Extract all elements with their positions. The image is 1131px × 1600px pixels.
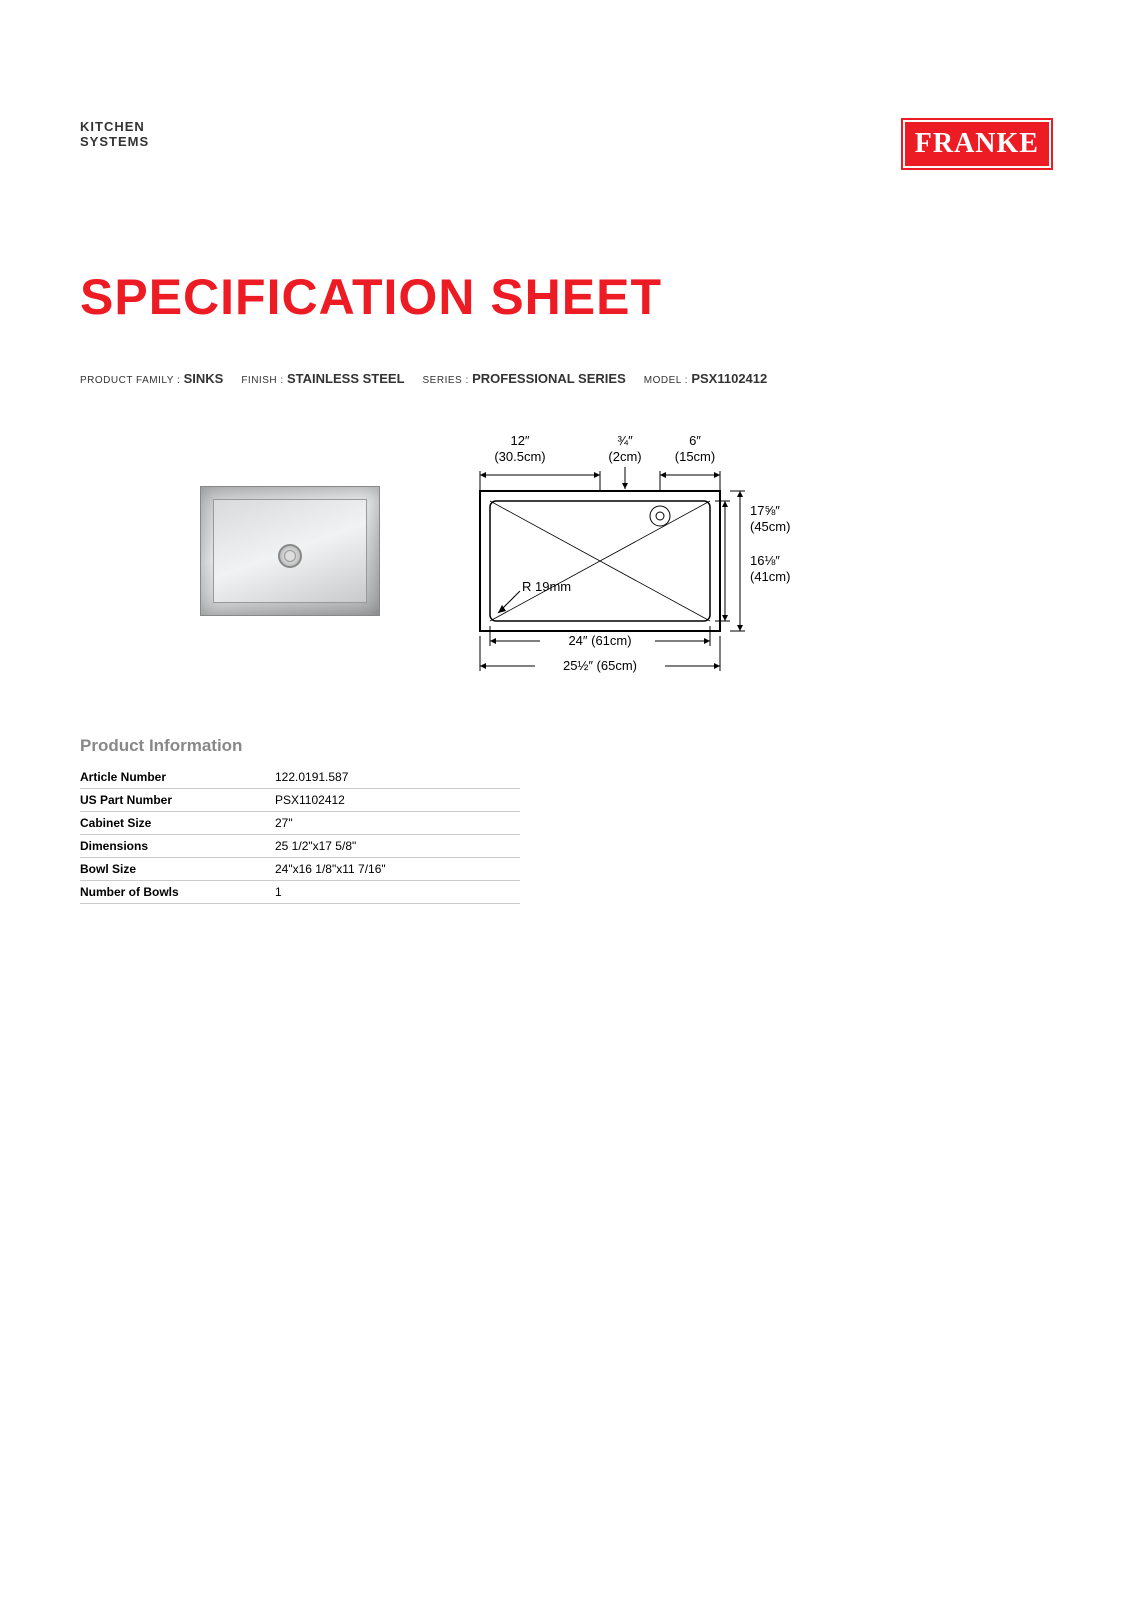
dim-top3-cm: (15cm) bbox=[675, 449, 715, 464]
meta-model: MODEL : PSX1102412 bbox=[644, 371, 768, 386]
table-row: Number of Bowls1 bbox=[80, 881, 520, 904]
dim-top2-cm: (2cm) bbox=[608, 449, 641, 464]
info-value: 1 bbox=[275, 881, 520, 904]
info-value: 122.0191.587 bbox=[275, 766, 520, 789]
info-value: PSX1102412 bbox=[275, 789, 520, 812]
page-title: SPECIFICATION SHEET bbox=[80, 268, 1051, 326]
info-label: US Part Number bbox=[80, 789, 275, 812]
dim-bottom2: 25½″ (65cm) bbox=[563, 658, 637, 673]
meta-finish-value: STAINLESS STEEL bbox=[287, 371, 405, 386]
table-row: Dimensions25 1/2"x17 5/8" bbox=[80, 835, 520, 858]
meta-series-value: PROFESSIONAL SERIES bbox=[472, 371, 626, 386]
info-label: Dimensions bbox=[80, 835, 275, 858]
product-info-table: Article Number122.0191.587US Part Number… bbox=[80, 766, 520, 904]
product-photo bbox=[200, 486, 380, 616]
table-row: Cabinet Size27" bbox=[80, 812, 520, 835]
meta-finish: FINISH : STAINLESS STEEL bbox=[241, 371, 404, 386]
content-row: 12″ (30.5cm) ¾″ (2cm) 6″ (15cm) bbox=[80, 426, 1051, 696]
kitchen-line2: SYSTEMS bbox=[80, 135, 149, 150]
meta-row: PRODUCT FAMILY : SINKS FINISH : STAINLES… bbox=[80, 371, 1051, 386]
info-label: Bowl Size bbox=[80, 858, 275, 881]
meta-family-value: SINKS bbox=[184, 371, 224, 386]
diagram-column: 12″ (30.5cm) ¾″ (2cm) 6″ (15cm) bbox=[450, 426, 1051, 696]
kitchen-systems-label: KITCHEN SYSTEMS bbox=[80, 120, 149, 150]
meta-model-label: MODEL : bbox=[644, 375, 688, 386]
brand-logo: FRANKE bbox=[903, 120, 1051, 168]
dim-right2-cm: (41cm) bbox=[750, 569, 790, 584]
info-label: Article Number bbox=[80, 766, 275, 789]
technical-diagram: 12″ (30.5cm) ¾″ (2cm) 6″ (15cm) bbox=[450, 431, 810, 691]
table-row: US Part NumberPSX1102412 bbox=[80, 789, 520, 812]
dim-right1-cm: (45cm) bbox=[750, 519, 790, 534]
dim-right2-in: 16⅛″ bbox=[750, 553, 780, 568]
drain-icon bbox=[278, 544, 302, 568]
meta-model-value: PSX1102412 bbox=[691, 371, 767, 386]
meta-finish-label: FINISH : bbox=[241, 375, 283, 386]
meta-family-label: PRODUCT FAMILY : bbox=[80, 375, 180, 386]
dim-top1-cm: (30.5cm) bbox=[494, 449, 545, 464]
header: KITCHEN SYSTEMS FRANKE bbox=[80, 120, 1051, 168]
meta-series: SERIES : PROFESSIONAL SERIES bbox=[423, 371, 626, 386]
product-info-heading: Product Information bbox=[80, 736, 1051, 756]
info-value: 27" bbox=[275, 812, 520, 835]
info-value: 25 1/2"x17 5/8" bbox=[275, 835, 520, 858]
info-value: 24"x16 1/8"x11 7/16" bbox=[275, 858, 520, 881]
kitchen-line1: KITCHEN bbox=[80, 120, 149, 135]
product-photo-column bbox=[80, 426, 390, 616]
info-label: Cabinet Size bbox=[80, 812, 275, 835]
info-label: Number of Bowls bbox=[80, 881, 275, 904]
table-row: Article Number122.0191.587 bbox=[80, 766, 520, 789]
table-row: Bowl Size24"x16 1/8"x11 7/16" bbox=[80, 858, 520, 881]
meta-family: PRODUCT FAMILY : SINKS bbox=[80, 371, 223, 386]
dim-bottom1: 24″ (61cm) bbox=[568, 633, 631, 648]
dim-top1-in: 12″ bbox=[510, 433, 529, 448]
sink-basin bbox=[213, 499, 367, 603]
meta-series-label: SERIES : bbox=[423, 375, 469, 386]
dim-right1-in: 17⅝″ bbox=[750, 503, 780, 518]
dim-top3-in: 6″ bbox=[689, 433, 701, 448]
dim-radius: R 19mm bbox=[522, 579, 571, 594]
dim-top2-in: ¾″ bbox=[617, 433, 633, 448]
